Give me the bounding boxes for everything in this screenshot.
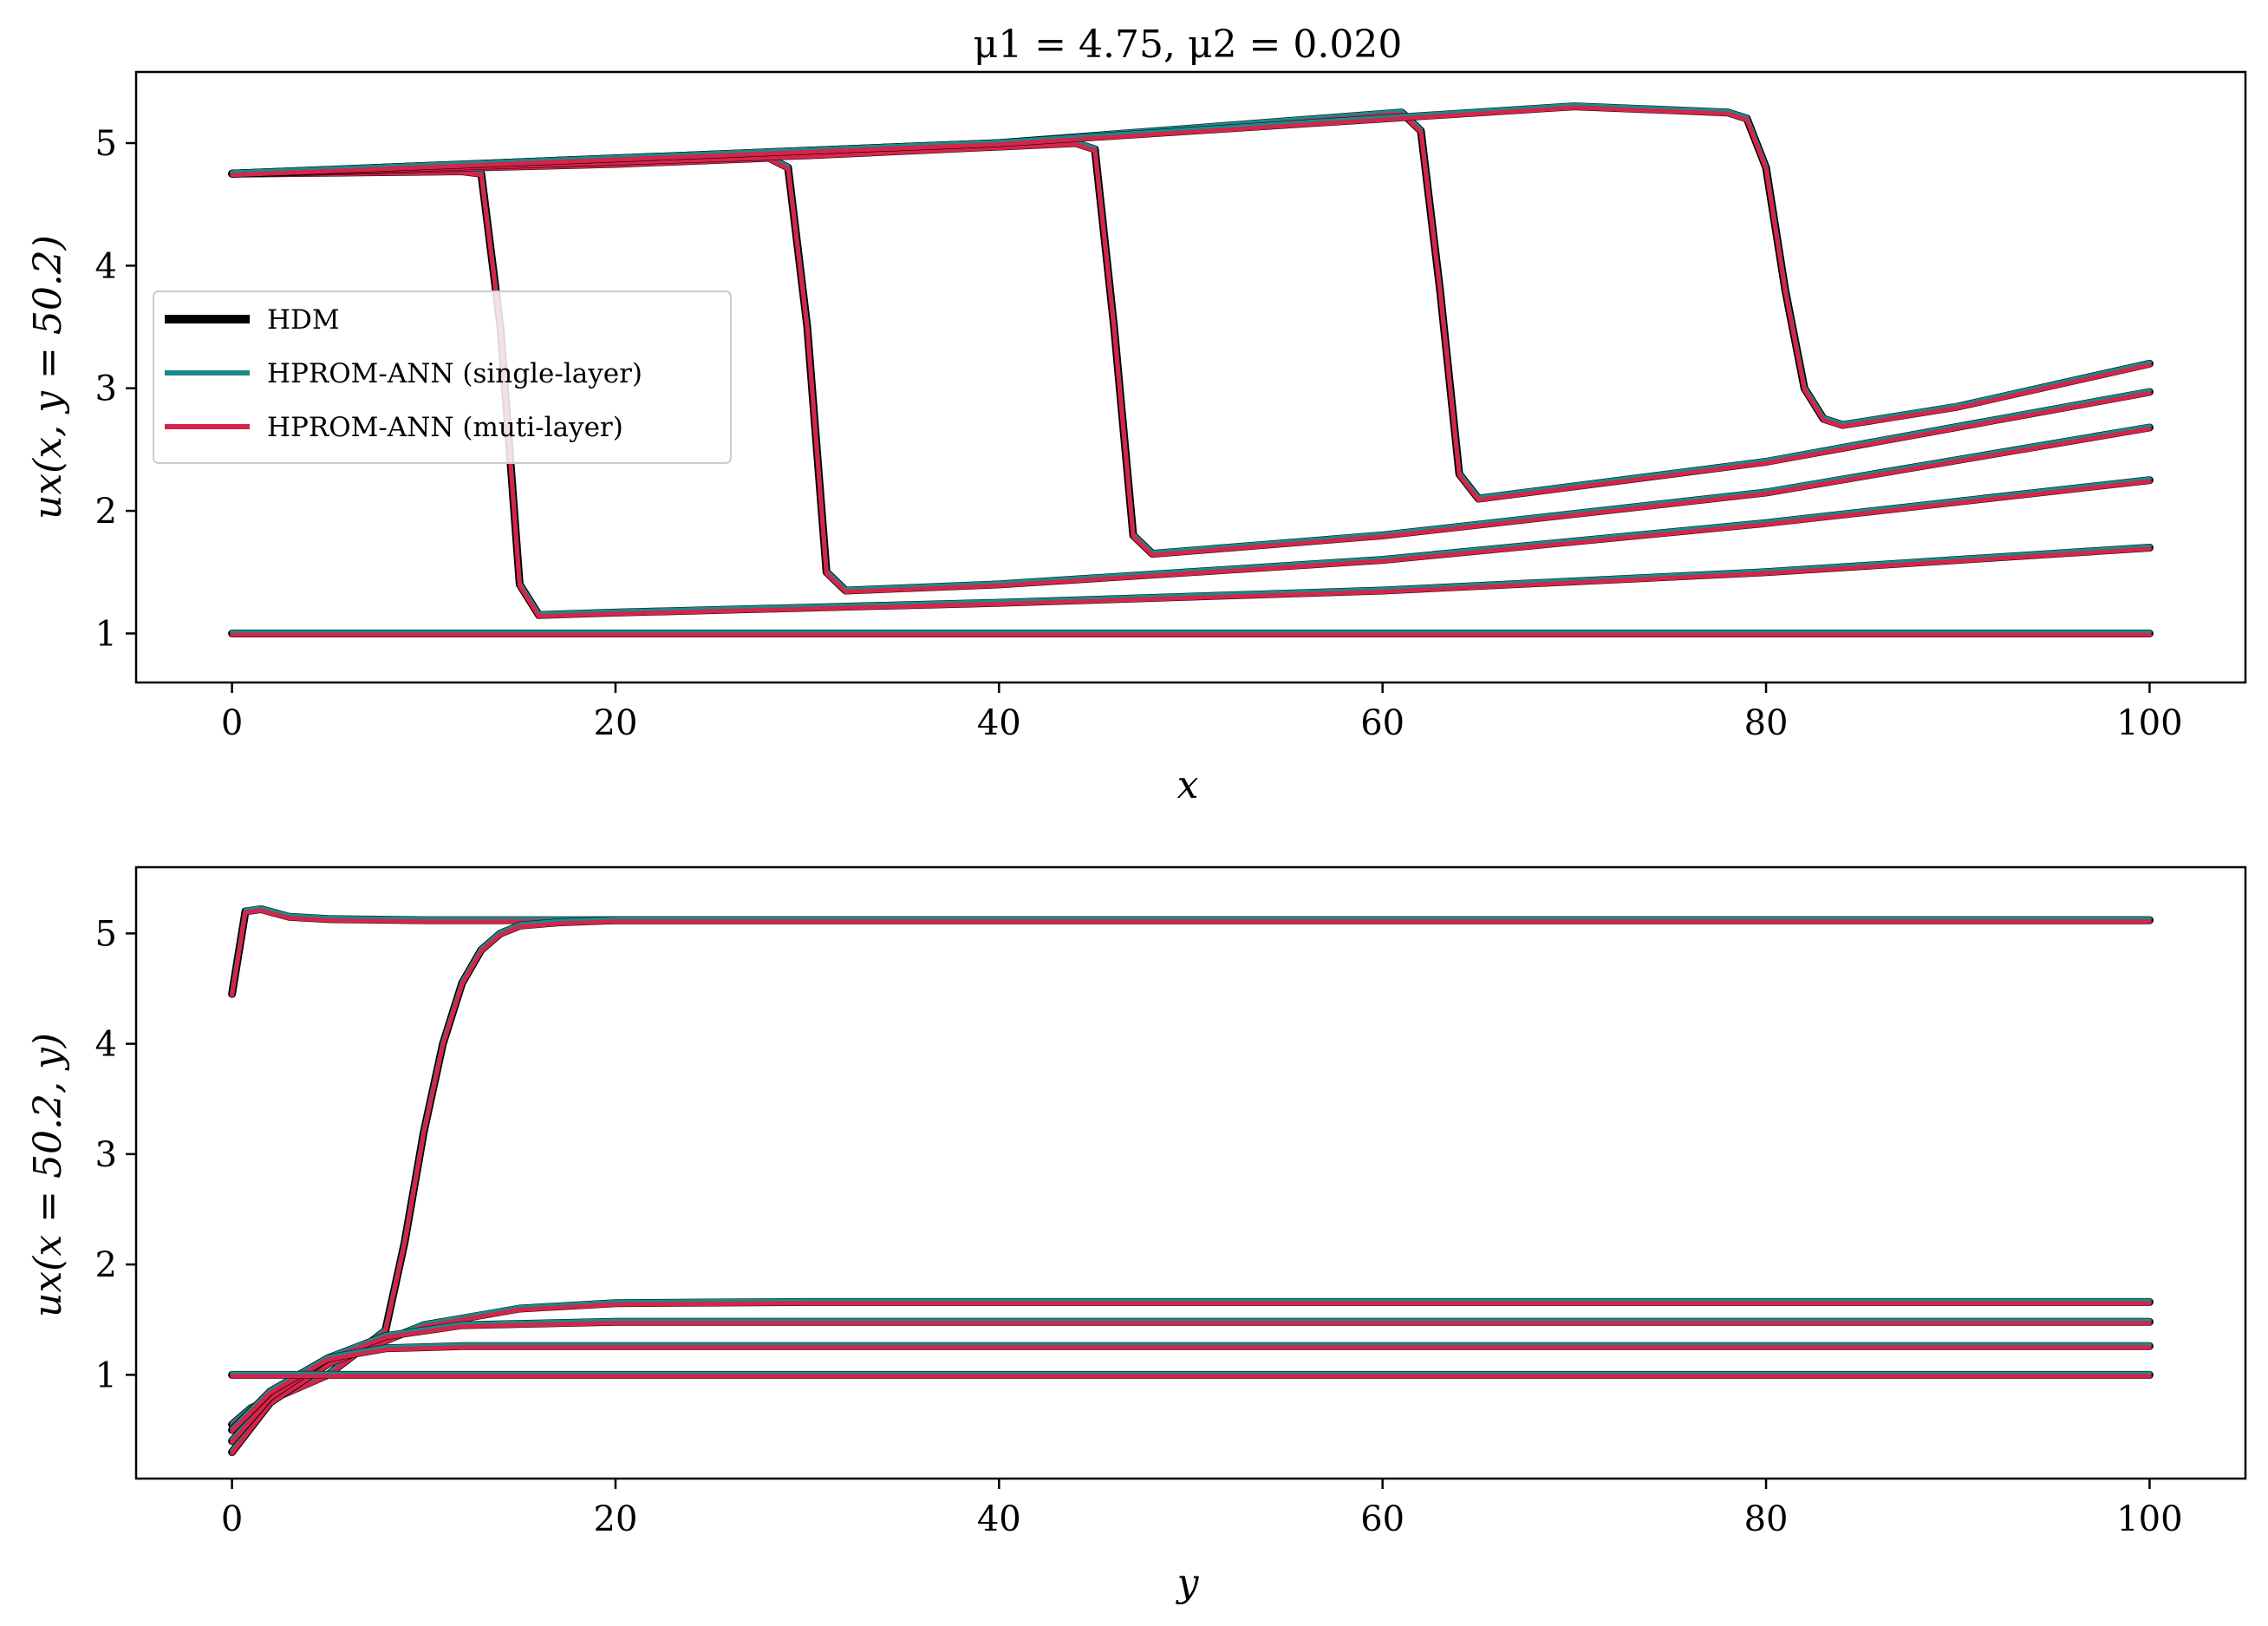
top-x-axis-label: x bbox=[1177, 763, 1199, 807]
series-line-multi-layer-3 bbox=[230, 1321, 2152, 1445]
series-line-multi-layer-3 bbox=[230, 142, 2152, 558]
chart-title: μ1 = 4.75, μ2 = 0.020 bbox=[974, 23, 1403, 67]
y-tick-label: 2 bbox=[95, 1245, 117, 1285]
legend: HDM HPROM-ANN (single-layer) HPROM-ANN (… bbox=[153, 291, 732, 464]
x-tick-label: 0 bbox=[221, 703, 243, 743]
series-line-hdm-4 bbox=[228, 1342, 2154, 1434]
top-plot-frame bbox=[134, 70, 2247, 684]
series-line-single-layer-3 bbox=[230, 1318, 2152, 1442]
top-y-axis-label: ux(x, y = 50.2) bbox=[26, 235, 70, 519]
top-panel-ticks: 0 20 40 60 80 100 1 2 3 4 5 bbox=[95, 124, 2183, 743]
x-tick-label: 100 bbox=[2116, 703, 2182, 743]
y-tick-label: 2 bbox=[95, 492, 117, 532]
x-tick-label: 40 bbox=[977, 703, 1021, 743]
y-tick-label: 5 bbox=[95, 124, 117, 164]
y-tick-label: 4 bbox=[95, 1025, 117, 1065]
legend-label-hdm: HDM bbox=[267, 304, 340, 336]
series-line-multi-layer-5 bbox=[230, 105, 2152, 429]
x-tick-label: 0 bbox=[221, 1499, 243, 1539]
x-tick-label: 20 bbox=[594, 1499, 638, 1539]
x-tick-label: 40 bbox=[977, 1499, 1021, 1539]
series-line-multi-layer-1 bbox=[230, 919, 2152, 1428]
y-tick-label: 3 bbox=[95, 369, 117, 409]
series-line-multi-layer-2 bbox=[230, 1301, 2152, 1456]
y-tick-label: 5 bbox=[95, 914, 117, 954]
bottom-plot-frame bbox=[134, 865, 2247, 1480]
legend-label-single-layer: HPROM-ANN (single-layer) bbox=[267, 358, 642, 389]
y-tick-label: 1 bbox=[95, 614, 117, 654]
x-tick-label: 60 bbox=[1360, 703, 1404, 743]
x-tick-label: 80 bbox=[1744, 1499, 1789, 1539]
bottom-y-axis-label: ux(x = 50.2, y) bbox=[26, 1033, 70, 1317]
x-tick-label: 60 bbox=[1360, 1499, 1404, 1539]
x-tick-label: 80 bbox=[1744, 703, 1789, 743]
series-line-multi-layer-4 bbox=[230, 1345, 2152, 1433]
bottom-x-axis-label: y bbox=[1176, 1561, 1200, 1605]
top-panel-series bbox=[228, 102, 2154, 637]
x-tick-label: 100 bbox=[2116, 1499, 2182, 1539]
series-line-multi-layer-1 bbox=[230, 170, 2152, 619]
y-tick-label: 4 bbox=[95, 246, 117, 286]
bottom-panel: 0 20 40 60 80 100 1 2 3 4 5 y ux(x = 50.2, y) bbox=[26, 865, 2247, 1605]
x-tick-label: 20 bbox=[594, 703, 638, 743]
legend-label-multi-layer: HPROM-ANN (muti-layer) bbox=[267, 412, 623, 443]
top-panel: μ1 = 4.75, μ2 = 0.020 0 20 40 60 80 10012345 … bbox=[26, 23, 2247, 807]
y-tick-label: 3 bbox=[95, 1135, 117, 1175]
y-tick-label: 1 bbox=[95, 1355, 117, 1395]
legend-box bbox=[153, 291, 732, 464]
bottom-panel-series bbox=[228, 904, 2154, 1456]
bottom-panel-ticks: 0 20 40 60 80 100 1 2 3 4 5 bbox=[95, 914, 2183, 1539]
series-line-hdm-3 bbox=[228, 1317, 2154, 1446]
series-line-single-layer-4 bbox=[230, 1342, 2152, 1431]
